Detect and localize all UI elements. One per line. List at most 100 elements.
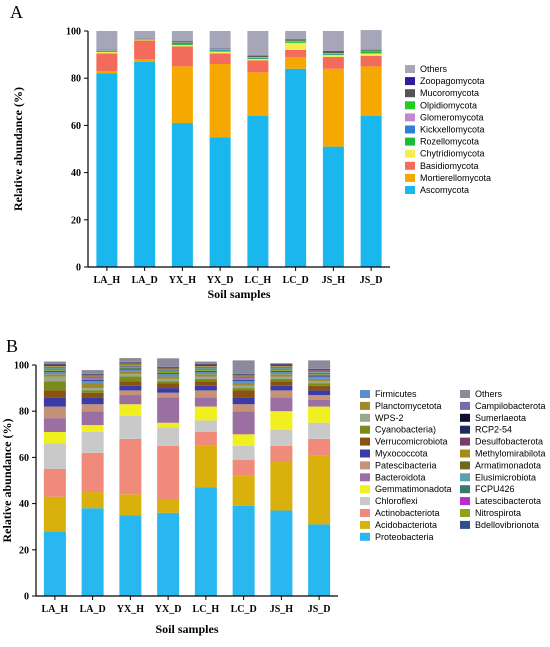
panel-a-bar-lc-d-ascomycota (285, 68, 307, 267)
panel-b-legend-label: Actinobacteriota (375, 508, 440, 518)
panel-b-bar-yx-d-firmicutes (157, 374, 180, 377)
panel-a-bar-js-d-mortierellomycota (360, 66, 382, 116)
panel-b-bar-lc-d-verrucomicrobiota (232, 390, 255, 398)
panel-b-bar-lc-h-patescibacteria (194, 390, 217, 398)
panel-b-bar-js-h-bdellovibrionota (270, 370, 293, 372)
panel-b-bar-yx-d-armatimonadota (157, 369, 180, 370)
panel-b-bar-lc-d-desulfobacterota (232, 374, 255, 376)
panel-b-bar-yx-h-proteobacteria (119, 515, 142, 596)
panel-b-bar-lc-h-firmicutes (194, 371, 217, 375)
panel-a-bar-js-d-chytridiomycota (360, 53, 382, 56)
panel-b-bar-lc-d-others (232, 360, 255, 374)
panel-b-legend-swatch (360, 437, 370, 446)
panel-b-bar-la-h-patescibacteria (43, 406, 66, 419)
panel-b-legend-item: Planctomycetota (360, 401, 442, 411)
panel-b-bar-js-h-firmicutes (270, 371, 293, 375)
panel-b-bar-js-d-acidobacteriota (308, 455, 331, 525)
panel-a-bar-lc-h-rozellomycota (247, 58, 269, 60)
panel-a-legend-swatch (405, 186, 415, 194)
panel-b-bar-lc-d-firmicutes (232, 381, 255, 384)
panel-b-bar-yx-h-bacteroidota (119, 395, 142, 405)
panel-b-bar-la-h-nitrospirota (43, 369, 66, 371)
panel-b-bar-la-d-methylomirabilota (81, 375, 104, 377)
panel-b-x-tick-label: LC_D (231, 604, 257, 615)
panel-b-legend-label: Acidobacteriota (375, 520, 437, 530)
panel-a-x-tick-label: LA_D (132, 275, 158, 286)
panel-b-bar-lc-h-wps-2 (194, 376, 217, 379)
panel-b-legend-item: Myxococcota (360, 449, 428, 459)
panel-b-bar-lc-h-elusimicrobiota (194, 367, 217, 369)
panel-b-bar-yx-h-gemmatimonadota (119, 404, 142, 416)
panel-b-x-tick-label: JS_D (308, 604, 331, 615)
panel-b-legend-item: Armatimonadota (460, 460, 541, 470)
panel-a-legend-item: Ascomycota (405, 185, 469, 195)
panel-b-legend-item: Verrucomicrobiota (360, 437, 448, 447)
panel-b-legend-item: WPS-2 (360, 413, 404, 423)
panel-b-bar-js-d-wps-2 (308, 381, 331, 384)
panel-b-bar-yx-d-elusimicrobiota (157, 369, 180, 371)
panel-b-bar-yx-h-fcpu426 (119, 365, 142, 367)
panel-b-bar-la-h-elusimicrobiota (43, 367, 66, 369)
panel-a-legend-label: Rozellomycota (420, 137, 479, 147)
panel-a-bar-lc-h-glomeromycota (247, 57, 269, 58)
panel-a-bar-la-d-ascomycota (134, 61, 156, 268)
panel-b-bar-la-h-gemmatimonadota (43, 431, 66, 444)
panel-b-legend-swatch (360, 461, 370, 470)
panel-a-y-axis-title: Relative abundance (%) (11, 87, 25, 211)
panel-b-bar-lc-h-bdellovibrionota (194, 370, 217, 372)
panel-b-bar-js-h-fcpu426 (270, 368, 293, 369)
panel-a-bar-yx-d-rozellomycota (209, 50, 231, 52)
panel-a-legend-item: Basidiomycota (405, 161, 479, 171)
panel-b-bar-js-h-armatimonadota (270, 366, 293, 368)
panel-a-legend-swatch (405, 77, 415, 86)
panel-b-bar-lc-h-desulfobacterota (194, 365, 217, 367)
panel-b-bar-la-h-planctomycetota (43, 374, 66, 377)
panel-b-legend-item: Sumerlaeota (460, 413, 526, 423)
panel-a-bar-yx-h-ascomycota (171, 123, 193, 267)
panel-b-bar-yx-h-planctomycetota (119, 371, 142, 375)
panel-a-legend-label: Zoopagomycota (420, 76, 485, 86)
panel-a-bar-yx-d-others (209, 31, 231, 49)
panel-b-legend-item: Gemmatimonadota (360, 484, 452, 494)
panel-a-x-tick-label: YX_H (169, 275, 196, 286)
panel-b-bar-js-h-latescibacterota (270, 368, 293, 370)
panel-b-legend-label: Sumerlaeota (475, 413, 526, 423)
panel-b-bar-js-h-proteobacteria (270, 510, 293, 596)
panel-b-legend-swatch (460, 425, 470, 434)
panel-a-bar-yx-h-chytridiomycota (171, 44, 193, 47)
panel-b-legend-swatch (360, 520, 370, 529)
panel-a-y-tick-label: 0 (76, 263, 81, 274)
panel-b-bar-la-d-patescibacteria (81, 404, 104, 412)
panel-b-bar-js-d-firmicutes (308, 376, 331, 379)
panel-a-bar-yx-h-others (171, 31, 193, 42)
panel-a-bar-js-d-kickxellomycota (360, 51, 382, 53)
panel-b-legend-swatch (360, 401, 370, 410)
panel-b-bar-la-d-armatimonadota (81, 376, 104, 377)
panel-b-bar-js-h-gemmatimonadota (270, 411, 293, 430)
panel-b-bar-yx-h-bdellovibrionota (119, 368, 142, 370)
panel-b-legend-item: Elusimicrobiota (460, 472, 536, 482)
panel-b-legend-swatch (460, 390, 470, 398)
panel-b-bar-lc-h-acidobacteriota (194, 445, 217, 488)
panel-b-y-tick-label: 80 (19, 407, 29, 418)
panel-a-legend-label: Olpidiomycota (420, 100, 477, 110)
panel-b-bar-lc-d-patescibacteria (232, 404, 255, 412)
panel-b-bar-yx-d-proteobacteria (157, 512, 180, 596)
panel-b-bar-js-h-actinobacteriota (270, 445, 293, 463)
panel-b-y-tick-label: 0 (24, 592, 29, 603)
panel-b-bar-lc-d-bacteroidota (232, 411, 255, 435)
panel-b-bar-lc-h-planctomycetota (194, 374, 217, 377)
panel-b-legend-label: Verrucomicrobiota (375, 437, 448, 447)
panel-b-bar-yx-d-others (157, 358, 180, 367)
panel-b-legend-item: Desulfobacterota (460, 437, 543, 447)
panel-b-legend-swatch (460, 485, 470, 494)
panel-b-bar-js-d-proteobacteria (308, 524, 331, 596)
panel-b-legend-item: Cyanobacteria) (360, 425, 436, 435)
panel-b-bar-js-d-myxococcota (308, 390, 331, 396)
panel-a-legend-item: Olpidiomycota (405, 100, 477, 110)
panel-b-bar-yx-d-gemmatimonadota (157, 422, 180, 428)
panel-b-legend-label: Bdellovibrionota (475, 520, 539, 530)
panel-a-legend-item: Kickxellomycota (405, 125, 485, 135)
panel-b-bar-la-h-others (43, 361, 66, 365)
panel-a-bar-la-h-others (96, 31, 118, 50)
